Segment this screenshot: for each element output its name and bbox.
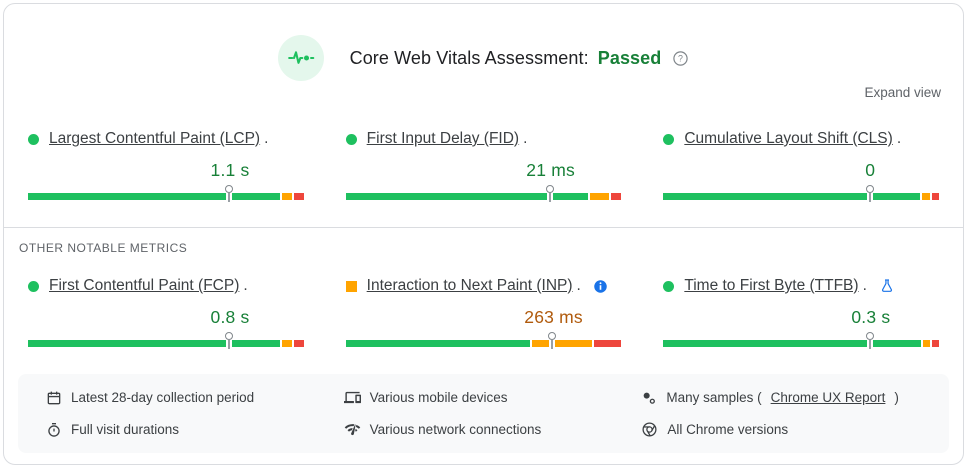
help-icon[interactable]: ? <box>672 50 689 67</box>
metric-cls: Cumulative Layout Shift (CLS) . 0 <box>663 129 939 202</box>
samples-icon <box>641 390 657 406</box>
pulse-icon <box>277 35 324 81</box>
cls-value: 0 <box>865 160 876 180</box>
footer-item-chrome-versions: All Chrome versions <box>641 421 939 438</box>
metric-fid: First Input Delay (FID) . 21 ms <box>345 129 622 202</box>
stopwatch-icon <box>46 422 62 438</box>
network-text: Various network connections <box>369 422 542 437</box>
inp-info-icon[interactable] <box>593 279 608 294</box>
p75-marker <box>548 332 557 349</box>
fcp-value: 0.8 s <box>210 307 250 327</box>
chrome-ux-report-link[interactable]: Chrome UX Report <box>770 390 886 405</box>
metric-fcp: First Contentful Paint (FCP) . 0.8 s <box>28 276 304 349</box>
bar-average-segment <box>281 340 293 347</box>
core-metrics-row: Largest Contentful Paint (LCP) . 1.1 s F… <box>16 129 951 202</box>
core-web-vitals-card: Core Web Vitals Assessment: Passed ? Exp… <box>3 3 964 465</box>
bar-poor-segment <box>294 340 304 347</box>
ttfb-flask-icon[interactable] <box>879 278 895 294</box>
bar-poor-segment <box>294 193 304 200</box>
assessment-title: Core Web Vitals Assessment: <box>349 47 589 68</box>
bar-good-segment <box>663 340 921 347</box>
inp-link[interactable]: Interaction to Next Paint (INP) <box>366 277 573 294</box>
footer-item-visit-durations: Full visit durations <box>46 421 344 438</box>
bar-average-segment <box>282 193 293 200</box>
assessment-status: Passed <box>597 47 662 68</box>
expand-view-row: Expand view <box>16 84 951 102</box>
distribution-bar <box>345 185 622 202</box>
devices-icon <box>343 389 361 406</box>
assessment-header: Core Web Vitals Assessment: Passed ? <box>16 34 951 82</box>
inp-status-bullet <box>345 280 357 292</box>
network-icon <box>344 421 361 438</box>
footer-item-mobile-devices: Various mobile devices <box>343 389 642 406</box>
ttfb-status-bullet <box>663 280 675 292</box>
other-metrics-label: OTHER NOTABLE METRICS <box>19 241 188 255</box>
bar-poor-segment <box>593 340 622 347</box>
p75-marker <box>545 185 554 202</box>
mobile-devices-text: Various mobile devices <box>369 390 508 405</box>
distribution-bar <box>345 332 622 349</box>
footer-item-collection-period: Latest 28-day collection period <box>46 389 344 406</box>
bar-poor-segment <box>932 193 939 200</box>
inp-value: 263 ms <box>524 307 583 327</box>
bar-good-segment <box>345 340 530 347</box>
bar-poor-segment <box>932 340 939 347</box>
footer-item-samples: Many samples ( Chrome UX Report) <box>641 389 939 406</box>
bar-average-segment <box>922 340 931 347</box>
p75-marker <box>866 185 875 202</box>
visit-durations-text: Full visit durations <box>71 422 180 437</box>
collection-period-text: Latest 28-day collection period <box>71 390 255 405</box>
section-divider <box>4 227 963 228</box>
calendar-icon <box>46 390 62 406</box>
p75-marker <box>225 185 234 202</box>
bar-average-segment <box>922 193 931 200</box>
distribution-bar <box>663 185 939 202</box>
fcp-link[interactable]: First Contentful Paint (FCP) <box>49 277 240 294</box>
distribution-bar <box>28 185 304 202</box>
fcp-status-bullet <box>28 280 39 292</box>
chrome-versions-text: All Chrome versions <box>667 422 789 437</box>
bar-good-segment <box>28 193 281 200</box>
distribution-bar <box>663 332 939 349</box>
lcp-link[interactable]: Largest Contentful Paint (LCP) <box>49 130 261 147</box>
metric-inp: Interaction to Next Paint (INP) . 263 ms <box>345 276 622 349</box>
chrome-icon <box>641 421 658 438</box>
bar-poor-segment <box>611 193 622 200</box>
bar-good-segment <box>663 193 921 200</box>
ttfb-value: 0.3 s <box>851 307 891 327</box>
bar-good-segment <box>28 340 280 347</box>
other-metrics-row: First Contentful Paint (FCP) . 0.8 s Int… <box>16 276 951 349</box>
bar-good-segment <box>345 193 589 200</box>
metric-ttfb: Time to First Byte (TTFB) . 0.3 s <box>663 276 939 349</box>
distribution-bar <box>28 332 304 349</box>
ttfb-link[interactable]: Time to First Byte (TTFB) <box>684 277 859 294</box>
footer-item-network: Various network connections <box>344 421 642 438</box>
bar-average-segment <box>590 193 610 200</box>
cls-link[interactable]: Cumulative Layout Shift (CLS) <box>684 130 893 147</box>
svg-text:?: ? <box>678 53 683 63</box>
p75-marker <box>866 332 875 349</box>
fid-link[interactable]: First Input Delay (FID) <box>366 130 520 147</box>
metric-lcp: Largest Contentful Paint (LCP) . 1.1 s <box>28 129 304 202</box>
samples-text-suffix: ) <box>894 390 899 405</box>
lcp-status-bullet <box>28 133 39 145</box>
collection-details-footer: Latest 28-day collection period Various m… <box>18 374 949 453</box>
p75-marker <box>225 332 234 349</box>
cls-status-bullet <box>663 133 675 145</box>
fid-value: 21 ms <box>526 160 575 180</box>
samples-text: Many samples ( <box>666 390 762 405</box>
lcp-value: 1.1 s <box>210 160 250 180</box>
expand-view-link[interactable]: Expand view <box>864 85 941 100</box>
bar-average-segment <box>532 340 592 347</box>
fid-status-bullet <box>345 133 357 145</box>
